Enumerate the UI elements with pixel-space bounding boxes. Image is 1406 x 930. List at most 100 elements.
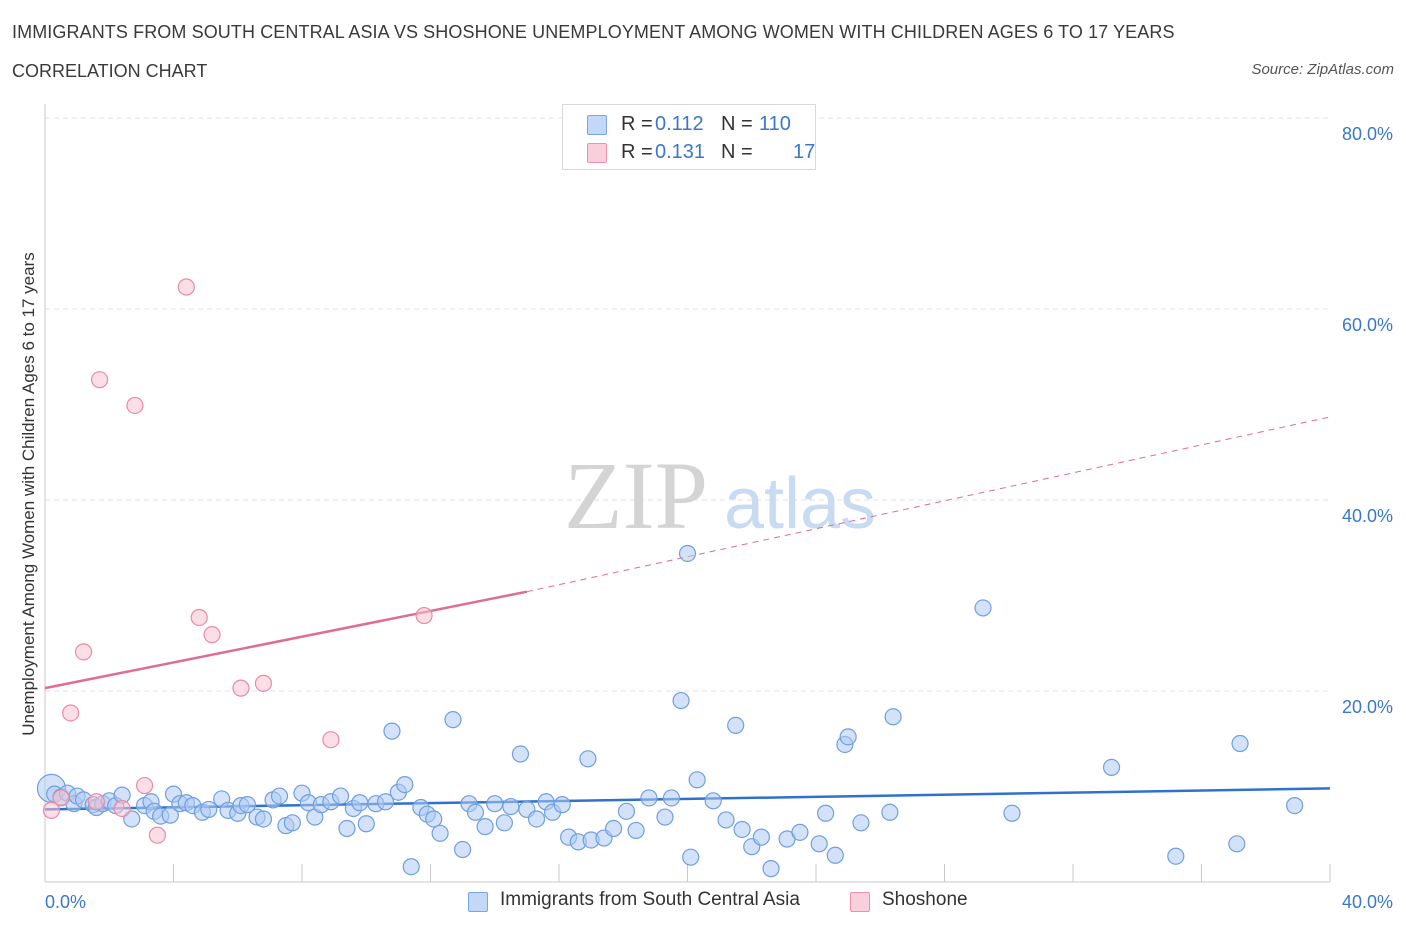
data-point-immigrants xyxy=(839,728,857,746)
axes xyxy=(44,104,1331,883)
data-point-immigrants xyxy=(161,806,179,824)
data-point-immigrants xyxy=(817,804,835,822)
data-point-immigrants xyxy=(383,722,401,740)
data-point-shoshone xyxy=(62,704,80,722)
data-point-immigrants xyxy=(466,803,485,821)
legend-r-label: R = xyxy=(621,113,653,135)
data-point-immigrants xyxy=(852,814,870,832)
x-tick-label: 40.0% xyxy=(1342,892,1393,912)
data-point-immigrants xyxy=(1167,847,1185,865)
data-point-immigrants xyxy=(662,789,681,807)
legend-r-value: 0.112 xyxy=(655,113,704,135)
legend-r-value: 0.131 xyxy=(655,141,706,163)
legend-n-value: 17 xyxy=(793,141,816,163)
data-point-immigrants xyxy=(396,775,414,794)
source-credit: Source: ZipAtlas.com xyxy=(1251,61,1394,78)
data-point-immigrants xyxy=(495,814,513,832)
data-point-immigrants xyxy=(1003,804,1021,822)
data-point-immigrants xyxy=(1228,835,1246,853)
data-point-immigrants xyxy=(733,820,751,839)
legend-r-label: R = xyxy=(621,141,653,163)
data-point-shoshone xyxy=(177,278,195,296)
data-point-immigrants xyxy=(688,771,706,789)
data-point-immigrants xyxy=(357,815,375,833)
data-point-shoshone xyxy=(87,793,106,811)
bottom-legend-swatch-blue xyxy=(468,892,488,912)
legend: R = 0.112 N = 110 R = 0.131 N = 17 xyxy=(562,104,816,170)
trend-line-shoshone xyxy=(44,590,528,690)
data-point-immigrants xyxy=(1102,758,1121,777)
data-point-shoshone xyxy=(52,789,70,807)
data-point-immigrants xyxy=(402,858,420,876)
data-point-shoshone xyxy=(91,371,109,389)
tick-labels: 20.0% 40.0% 60.0% 80.0% 0.0% 40.0% xyxy=(45,124,1393,912)
x-tick-label: 0.0% xyxy=(45,892,86,912)
data-point-immigrants xyxy=(974,599,992,617)
legend-swatch-pink xyxy=(587,143,607,163)
data-point-immigrants xyxy=(238,796,256,814)
data-point-immigrants xyxy=(605,819,623,838)
data-point-immigrants xyxy=(476,818,494,836)
watermark-zip: ZIP xyxy=(564,442,708,549)
data-point-shoshone xyxy=(126,396,144,415)
data-point-immigrants xyxy=(502,797,520,816)
data-point-immigrants xyxy=(672,691,690,710)
data-point-immigrants xyxy=(351,794,369,812)
data-point-immigrants xyxy=(511,745,530,763)
data-point-immigrants xyxy=(270,787,289,805)
data-point-immigrants xyxy=(717,811,735,829)
data-point-immigrants xyxy=(640,789,658,807)
trend-lines xyxy=(44,416,1331,811)
watermark: ZIP atlas xyxy=(564,442,876,549)
data-point-immigrants xyxy=(254,810,273,828)
y-tick-label: 40.0% xyxy=(1342,506,1393,526)
data-point-immigrants xyxy=(331,787,350,805)
data-point-shoshone xyxy=(135,776,154,795)
data-point-immigrants xyxy=(810,835,828,853)
data-point-immigrants xyxy=(527,810,546,828)
data-point-immigrants xyxy=(376,793,395,811)
legend-swatch-blue xyxy=(587,115,607,135)
data-point-immigrants xyxy=(678,544,697,563)
data-point-immigrants xyxy=(881,803,899,821)
trend-line-immigrants xyxy=(44,787,1331,811)
data-point-immigrants xyxy=(486,795,504,813)
data-points xyxy=(36,278,1304,878)
data-point-shoshone xyxy=(113,799,131,818)
data-point-shoshone xyxy=(232,679,250,697)
data-point-immigrants xyxy=(200,800,218,819)
legend-n-label: N = xyxy=(721,113,753,135)
data-point-immigrants xyxy=(884,708,902,726)
data-point-shoshone xyxy=(322,731,340,749)
data-point-immigrants xyxy=(1231,734,1249,753)
bottom-legend-label-series2: Shoshone xyxy=(882,889,968,910)
y-tick-label: 20.0% xyxy=(1342,697,1393,717)
data-point-shoshone xyxy=(148,826,167,844)
bottom-legend-swatch-pink xyxy=(850,892,870,912)
data-point-immigrants xyxy=(656,808,674,826)
data-point-immigrants xyxy=(826,846,844,864)
bottom-legend-label-series1: Immigrants from South Central Asia xyxy=(500,889,800,910)
data-point-immigrants xyxy=(762,860,780,878)
data-point-shoshone xyxy=(190,608,208,627)
trend-line-shoshone xyxy=(526,416,1331,593)
data-point-immigrants xyxy=(338,819,356,838)
data-point-shoshone xyxy=(254,674,273,692)
data-point-immigrants xyxy=(727,716,745,734)
y-tick-label: 60.0% xyxy=(1342,315,1393,335)
data-point-immigrants xyxy=(425,810,443,828)
data-point-immigrants xyxy=(283,814,301,832)
chart-title: IMMIGRANTS FROM SOUTH CENTRAL ASIA VS SH… xyxy=(12,22,1175,42)
data-point-shoshone xyxy=(415,606,433,625)
data-point-shoshone xyxy=(203,626,221,644)
chart-subtitle: CORRELATION CHART xyxy=(12,61,208,81)
data-point-immigrants xyxy=(752,828,770,846)
data-point-immigrants xyxy=(627,821,645,840)
data-point-immigrants xyxy=(791,823,809,841)
data-point-immigrants xyxy=(553,796,571,814)
data-point-immigrants xyxy=(1286,796,1304,815)
data-point-immigrants xyxy=(123,810,141,828)
legend-n-value: 110 xyxy=(759,113,791,135)
data-point-shoshone xyxy=(42,801,61,819)
